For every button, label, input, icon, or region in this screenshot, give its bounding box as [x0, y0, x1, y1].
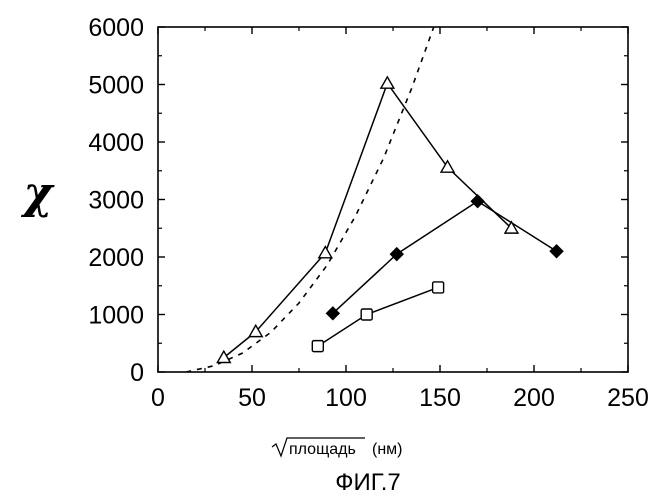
x-tick-label: 50 [238, 384, 266, 412]
series-line-filled-diamond [332, 200, 557, 314]
axes [157, 26, 629, 373]
diamond-marker [549, 244, 564, 259]
sqrt-sign-icon [271, 437, 365, 458]
label-layer: 0 50 100 150 200 250 0 1000 2000 3000 4000 5000 6000… [21, 14, 649, 496]
diamond-marker [389, 246, 404, 262]
y-tick-label: 6000 [88, 14, 144, 42]
diamond-marker [325, 306, 341, 321]
x-tick-label: 200 [513, 384, 555, 412]
triangle-marker [439, 159, 456, 173]
marker-layer [216, 75, 564, 364]
x-tick-label: 100 [325, 384, 367, 412]
x-axis-label-text: площадь [289, 441, 356, 458]
triangle-marker [379, 75, 396, 89]
x-tick-label: 0 [151, 384, 165, 412]
square-marker [431, 281, 445, 294]
y-tick-label: 1000 [88, 302, 144, 330]
triangle-marker [248, 323, 264, 338]
y-tick-label: 0 [130, 359, 144, 387]
triangle-marker [503, 220, 520, 234]
y-tick-label: 5000 [88, 72, 144, 100]
triangle-marker [317, 245, 334, 259]
plot-frame [157, 26, 629, 373]
y-tick-label: 3000 [88, 187, 144, 215]
diamond-marker [470, 194, 485, 209]
x-axis-label-unit: (нм) [372, 441, 403, 458]
x-tick-label: 250 [607, 384, 649, 412]
y-tick-label: 2000 [88, 244, 144, 272]
square-marker [360, 308, 373, 321]
figure-caption: ФИГ.7 [335, 469, 401, 496]
y-axis-label: χ [21, 168, 56, 219]
series-dashed-curve [186, 27, 435, 372]
y-tick-label: 4000 [88, 129, 144, 157]
x-tick-label: 150 [419, 384, 461, 412]
square-marker [311, 339, 324, 353]
triangle-marker [216, 349, 232, 364]
x-axis-label: площадь (нм) [271, 437, 403, 458]
